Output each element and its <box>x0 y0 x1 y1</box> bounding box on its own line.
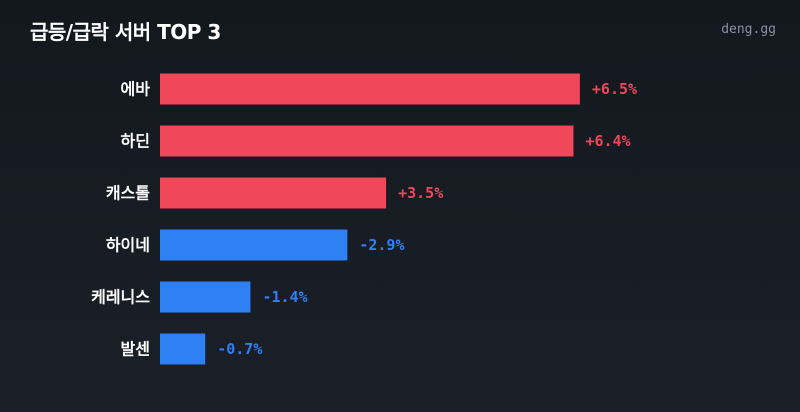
value-label: -2.9% <box>359 236 404 254</box>
bar <box>160 73 580 105</box>
category-label: 발센 <box>121 340 150 359</box>
value-label: +3.5% <box>398 184 443 202</box>
category-label: 하딘 <box>121 132 150 151</box>
bar <box>160 229 348 261</box>
bar <box>160 125 574 157</box>
chart-title: 급등/급락 서버 TOP 3 <box>30 20 221 44</box>
bar <box>160 177 387 209</box>
value-label: -1.4% <box>262 288 307 306</box>
category-label: 하이네 <box>106 236 150 255</box>
brand-watermark: deng.gg <box>721 22 776 37</box>
bar <box>160 281 251 313</box>
category-label: 에바 <box>121 80 151 99</box>
category-label: 케레니스 <box>91 288 150 307</box>
value-label: +6.4% <box>585 132 630 150</box>
value-label: +6.5% <box>592 80 637 98</box>
value-label: -0.7% <box>217 340 262 358</box>
bar <box>160 333 206 365</box>
category-label: 캐스톨 <box>106 184 150 203</box>
